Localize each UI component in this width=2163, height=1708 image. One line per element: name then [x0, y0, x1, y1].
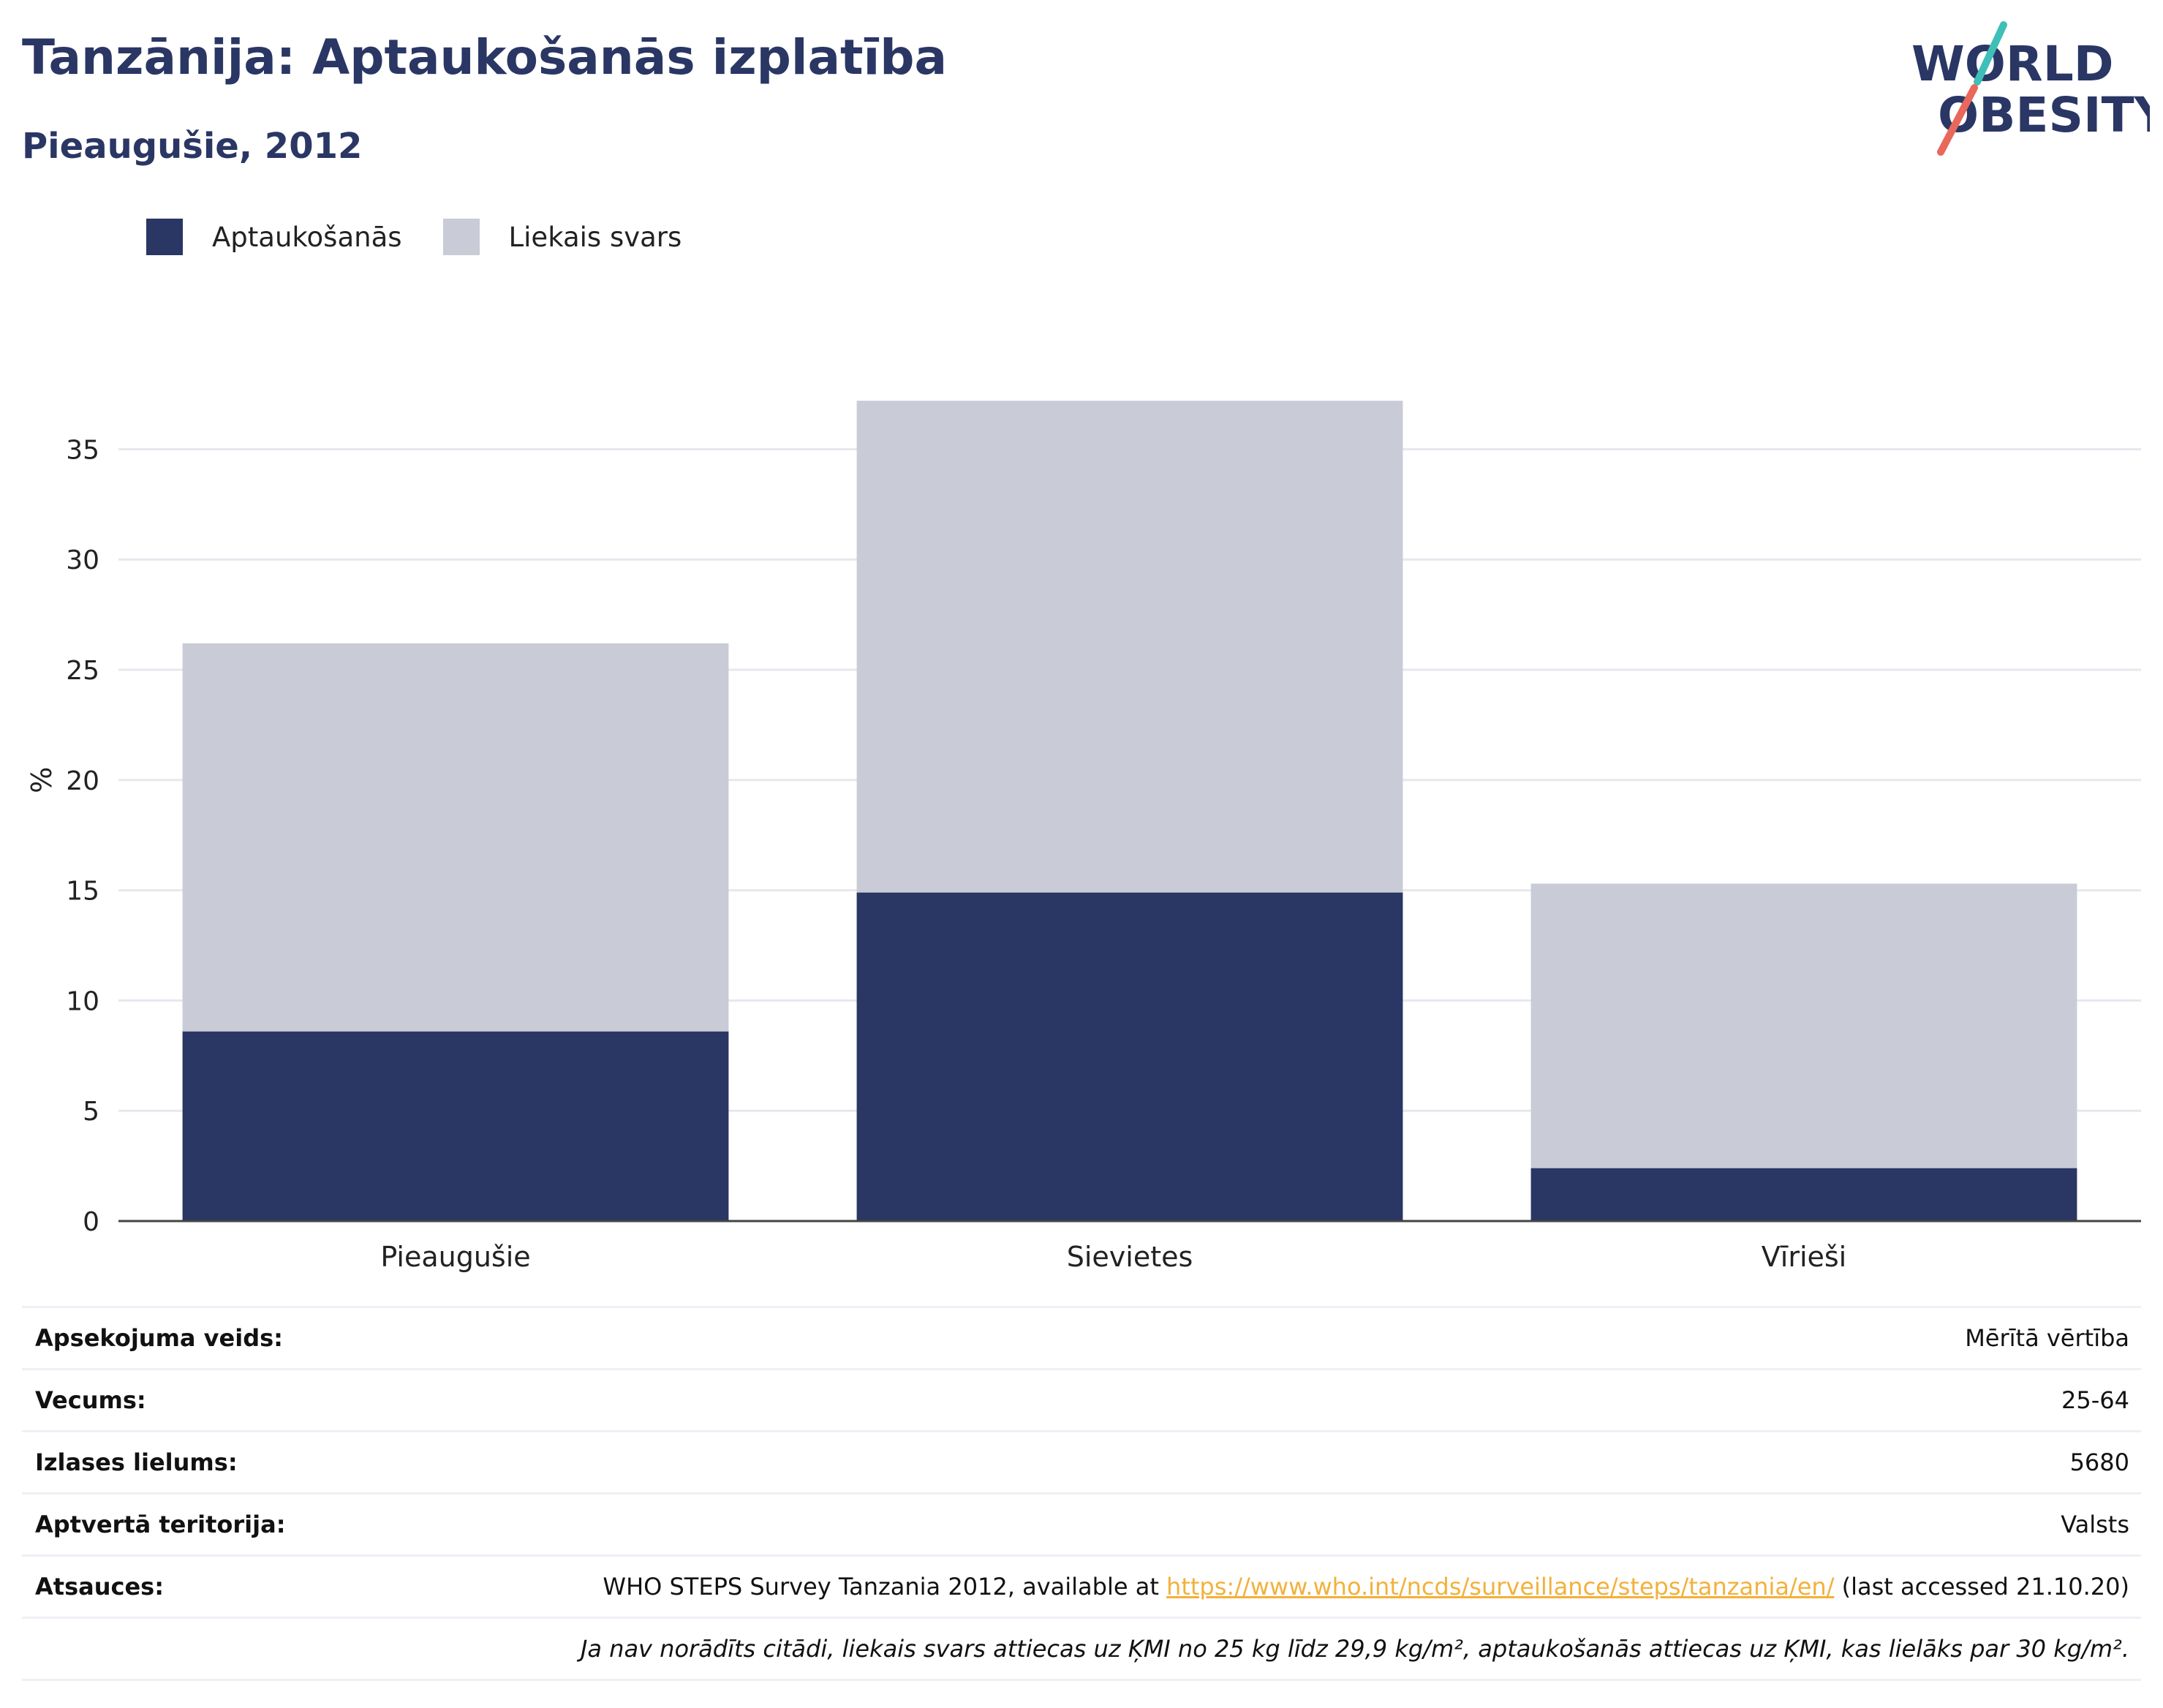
- y-tick-label: 10: [66, 986, 99, 1016]
- info-key-sample-size: Izlases lielums:: [35, 1448, 238, 1476]
- chart-legend: Aptaukošanās Liekais svars: [146, 218, 722, 256]
- legend-swatch-overweight: [442, 219, 480, 255]
- info-key-age: Vecums:: [35, 1386, 146, 1414]
- bar-overweight: [182, 643, 729, 1032]
- reference-link[interactable]: https://www.who.int/ncds/surveillance/st…: [1166, 1573, 1835, 1601]
- bar-overweight: [1530, 883, 2077, 1168]
- page-subtitle: Pieaugušie, 2012: [22, 126, 363, 167]
- legend-item-overweight[interactable]: Liekais svars: [442, 219, 682, 255]
- info-value-age: 25-64: [2061, 1386, 2129, 1414]
- info-key-coverage: Aptvertā teritorija:: [35, 1511, 286, 1538]
- legend-label-obesity: Aptaukošanās: [212, 221, 402, 253]
- y-tick-label: 0: [83, 1207, 99, 1237]
- y-tick-label: 30: [66, 545, 99, 575]
- y-tick-label: 5: [83, 1097, 99, 1127]
- y-axis-label: %: [26, 767, 58, 793]
- x-tick-label: Sievietes: [1067, 1241, 1193, 1273]
- x-tick-label: Pieaugušie: [380, 1241, 530, 1273]
- info-row-age: Vecums: 25-64: [22, 1368, 2141, 1430]
- bar-chart: 0 5 10 15 20 25 30 35% Pieaugušie Sievietes Vīrieš…: [26, 401, 2141, 1273]
- y-tick-label: 25: [66, 656, 99, 686]
- logo-slash-top: [1974, 21, 2007, 86]
- info-row-coverage: Aptvertā teritorija: Valsts: [22, 1492, 2141, 1554]
- legend-item-obesity[interactable]: Aptaukošanās: [146, 219, 402, 255]
- bar-obesity: [856, 892, 1403, 1221]
- info-row-note: Ja nav norādīts citādi, liekais svars at…: [22, 1617, 2141, 1681]
- info-value-references: WHO STEPS Survey Tanzania 2012, availabl…: [603, 1573, 2141, 1601]
- bar-obesity: [1530, 1168, 2077, 1221]
- info-row-sample-size: Izlases lielums: 5680: [22, 1430, 2141, 1492]
- y-tick-label: 15: [66, 877, 99, 907]
- info-row-survey-type: Apsekojuma veids: Mērītā vērtība: [22, 1306, 2141, 1368]
- info-value-survey-type: Mērītā vērtība: [1965, 1324, 2129, 1352]
- logo-line1: WORLD: [1911, 36, 2114, 92]
- legend-label-overweight: Liekais svars: [508, 221, 682, 253]
- page-title: Tanzānija: Aptaukošanās izplatība: [22, 29, 947, 86]
- reference-prefix: WHO STEPS Survey Tanzania 2012, availabl…: [603, 1573, 1167, 1601]
- info-value-coverage: Valsts: [2061, 1511, 2129, 1538]
- legend-swatch-obesity: [146, 219, 183, 255]
- info-table: Apsekojuma veids: Mērītā vērtība Vecums:…: [22, 1306, 2141, 1681]
- info-value-sample-size: 5680: [2069, 1448, 2129, 1476]
- logo-slash-bottom: [1937, 84, 1978, 156]
- world-obesity-logo: WORLD OBESITY: [1911, 21, 2150, 156]
- x-tick-label: Vīrieši: [1762, 1241, 1846, 1273]
- y-tick-label: 20: [66, 766, 99, 796]
- reference-suffix: (last accessed 21.10.20): [1834, 1573, 2129, 1601]
- info-key-survey-type: Apsekojuma veids:: [35, 1324, 283, 1352]
- info-value-note: Ja nav norādīts citādi, liekais svars at…: [580, 1635, 2129, 1663]
- y-tick-label: 35: [66, 435, 99, 465]
- bar-overweight: [856, 401, 1403, 893]
- bar-obesity: [182, 1031, 729, 1221]
- info-row-references: Atsauces: WHO STEPS Survey Tanzania 2012…: [22, 1554, 2141, 1617]
- info-key-references: Atsauces:: [35, 1573, 164, 1601]
